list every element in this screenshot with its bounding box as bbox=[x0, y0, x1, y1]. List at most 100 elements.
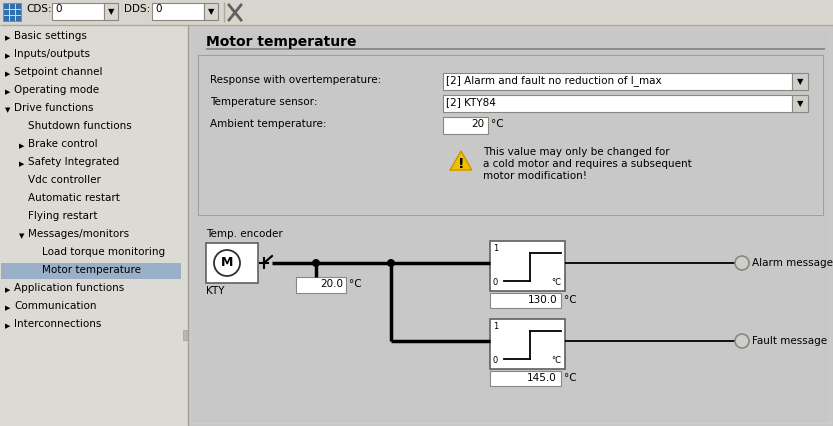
Bar bbox=[206, 243, 258, 283]
Bar bbox=[443, 95, 792, 112]
Text: °C: °C bbox=[491, 119, 504, 129]
Bar bbox=[199, 56, 822, 214]
Text: Motor temperature: Motor temperature bbox=[206, 35, 357, 49]
Bar bbox=[191, 28, 830, 423]
Text: ▶: ▶ bbox=[5, 71, 10, 77]
Bar bbox=[204, 3, 218, 20]
Text: [2] KTY84: [2] KTY84 bbox=[446, 97, 496, 107]
Text: 1: 1 bbox=[493, 322, 498, 331]
Circle shape bbox=[387, 259, 395, 267]
Text: ▶: ▶ bbox=[5, 89, 10, 95]
Text: Shutdown functions: Shutdown functions bbox=[28, 121, 132, 131]
Text: ▶: ▶ bbox=[5, 323, 10, 329]
Text: 145.0: 145.0 bbox=[527, 373, 557, 383]
Text: °C: °C bbox=[564, 295, 576, 305]
Bar bbox=[0, 25, 188, 426]
Text: ▶: ▶ bbox=[5, 287, 10, 293]
Bar bbox=[16, 10, 21, 15]
Text: Fault message: Fault message bbox=[752, 336, 827, 346]
Bar bbox=[4, 10, 9, 15]
Circle shape bbox=[735, 256, 749, 270]
Text: 20.0: 20.0 bbox=[320, 279, 343, 289]
Text: Motor temperature: Motor temperature bbox=[42, 265, 141, 275]
Text: motor modification!: motor modification! bbox=[483, 171, 587, 181]
Bar bbox=[3, 3, 21, 21]
Text: Flying restart: Flying restart bbox=[28, 211, 97, 221]
Bar bbox=[296, 277, 346, 293]
Text: 0: 0 bbox=[155, 4, 162, 14]
Text: a cold motor and requires a subsequent: a cold motor and requires a subsequent bbox=[483, 159, 691, 169]
Text: Load torque monitoring: Load torque monitoring bbox=[42, 247, 165, 257]
Text: ▼: ▼ bbox=[207, 7, 214, 16]
Text: Response with overtemperature:: Response with overtemperature: bbox=[210, 75, 382, 85]
Bar bbox=[190, 27, 831, 424]
Bar bbox=[183, 330, 188, 340]
Bar bbox=[198, 55, 823, 215]
Text: Ambient temperature:: Ambient temperature: bbox=[210, 119, 327, 129]
Text: CDS:: CDS: bbox=[26, 4, 52, 14]
Text: ▶: ▶ bbox=[5, 53, 10, 59]
Text: °C: °C bbox=[564, 373, 576, 383]
Text: ▶: ▶ bbox=[5, 35, 10, 41]
Text: ▼: ▼ bbox=[796, 77, 803, 86]
Circle shape bbox=[735, 334, 749, 348]
Text: Alarm message: Alarm message bbox=[752, 258, 833, 268]
Text: Vdc controller: Vdc controller bbox=[28, 175, 101, 185]
Text: °C: °C bbox=[349, 279, 362, 289]
Text: Communication: Communication bbox=[14, 301, 97, 311]
Bar bbox=[16, 16, 21, 21]
Text: Automatic restart: Automatic restart bbox=[28, 193, 120, 203]
Bar bbox=[490, 293, 561, 308]
Text: 20: 20 bbox=[471, 119, 484, 129]
Bar bbox=[188, 25, 833, 426]
Text: ▶: ▶ bbox=[19, 143, 24, 149]
Bar bbox=[10, 10, 15, 15]
Bar bbox=[792, 95, 808, 112]
Bar bbox=[1, 263, 181, 279]
Polygon shape bbox=[450, 151, 471, 170]
Text: Temp. encoder: Temp. encoder bbox=[206, 229, 282, 239]
Text: °C: °C bbox=[551, 278, 561, 287]
Bar bbox=[4, 16, 9, 21]
Text: [2] Alarm and fault no reduction of I_max: [2] Alarm and fault no reduction of I_ma… bbox=[446, 75, 661, 86]
Bar bbox=[52, 3, 104, 20]
Text: ▼: ▼ bbox=[5, 107, 10, 113]
Text: Inputs/outputs: Inputs/outputs bbox=[14, 49, 90, 59]
Text: Safety Integrated: Safety Integrated bbox=[28, 157, 119, 167]
Text: KTY: KTY bbox=[206, 286, 225, 296]
Text: DDS:: DDS: bbox=[124, 4, 150, 14]
Bar bbox=[443, 117, 488, 134]
Text: Operating mode: Operating mode bbox=[14, 85, 99, 95]
Bar bbox=[443, 73, 792, 90]
Text: 0: 0 bbox=[493, 356, 498, 365]
Text: 1: 1 bbox=[493, 244, 498, 253]
Text: ▼: ▼ bbox=[19, 233, 24, 239]
Bar bbox=[16, 4, 21, 9]
Bar bbox=[490, 319, 565, 369]
Text: Drive functions: Drive functions bbox=[14, 103, 93, 113]
Bar bbox=[10, 16, 15, 21]
Text: Brake control: Brake control bbox=[28, 139, 97, 149]
Text: ▶: ▶ bbox=[5, 305, 10, 311]
Text: Application functions: Application functions bbox=[14, 283, 124, 293]
Text: 0: 0 bbox=[55, 4, 62, 14]
Text: !: ! bbox=[458, 157, 464, 171]
Text: Temperature sensor:: Temperature sensor: bbox=[210, 97, 317, 107]
Circle shape bbox=[312, 259, 320, 267]
Bar bbox=[10, 4, 15, 9]
Bar bbox=[4, 4, 9, 9]
Text: Setpoint channel: Setpoint channel bbox=[14, 67, 102, 77]
Bar bbox=[104, 3, 118, 20]
Text: °C: °C bbox=[551, 356, 561, 365]
Text: ▼: ▼ bbox=[107, 7, 114, 16]
Bar bbox=[490, 371, 561, 386]
Text: ▼: ▼ bbox=[796, 99, 803, 108]
Text: Basic settings: Basic settings bbox=[14, 31, 87, 41]
Bar bbox=[152, 3, 204, 20]
Text: This value may only be changed for: This value may only be changed for bbox=[483, 147, 670, 157]
Bar bbox=[0, 0, 833, 25]
Text: 0: 0 bbox=[493, 278, 498, 287]
Text: Interconnections: Interconnections bbox=[14, 319, 102, 329]
Text: ▶: ▶ bbox=[19, 161, 24, 167]
Text: M: M bbox=[221, 256, 233, 270]
